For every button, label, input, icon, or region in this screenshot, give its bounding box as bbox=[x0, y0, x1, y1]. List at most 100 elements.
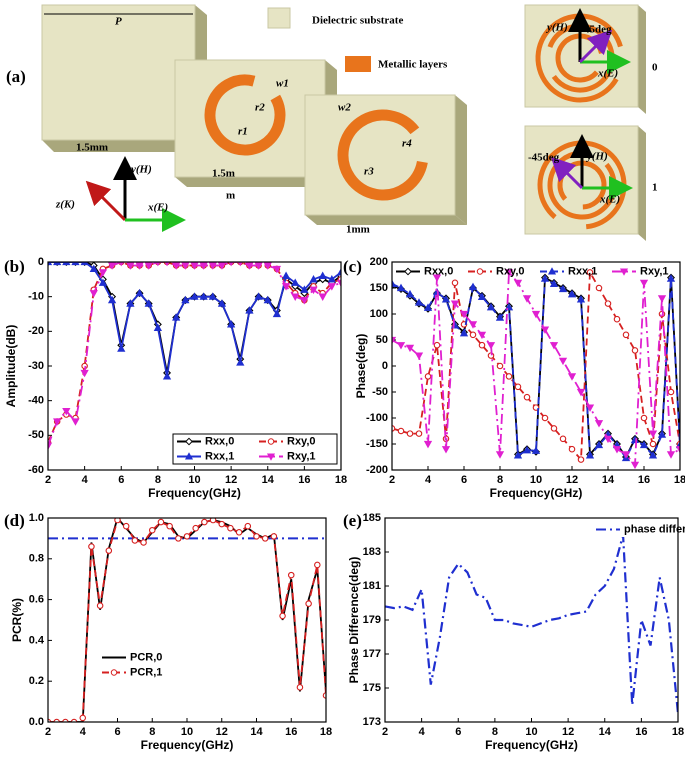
data-point bbox=[657, 295, 667, 303]
data-point bbox=[300, 285, 309, 293]
data-point bbox=[281, 271, 291, 279]
x-axis-title: Frequency(GHz) bbox=[148, 486, 241, 500]
data-point bbox=[392, 336, 397, 345]
axis-label: x(E) bbox=[597, 68, 618, 80]
panel-a: (a) P 1.5mm w1 r2 r1 1.5m m w2 r4 r3 1mm… bbox=[6, 4, 658, 241]
legend-label: Rxy,0 bbox=[496, 265, 525, 277]
axis-label: y(H) bbox=[545, 22, 568, 34]
data-point bbox=[496, 362, 504, 370]
legend-marker bbox=[110, 669, 118, 676]
chart: (c) 2 4 6 8 10 12 14 16 18 -200 -150 -100 -50 0 50 100 15… bbox=[343, 256, 685, 500]
axis-label: x(E) bbox=[599, 194, 620, 206]
legend-box bbox=[592, 522, 674, 537]
data-point bbox=[531, 310, 541, 319]
data-point bbox=[263, 262, 272, 270]
data-point bbox=[218, 520, 226, 528]
x-tick-label: 16 bbox=[285, 726, 297, 738]
substrate-side bbox=[305, 215, 467, 225]
data-point bbox=[135, 288, 144, 297]
y-tick-label: 100 bbox=[370, 308, 388, 320]
data-point bbox=[314, 561, 321, 569]
x-tick-label: 6 bbox=[118, 474, 124, 486]
plot-frame bbox=[47, 517, 327, 723]
data-point bbox=[432, 274, 442, 282]
data-point bbox=[576, 388, 586, 397]
x-tick-label: 14 bbox=[250, 726, 263, 738]
y-tick-label: 1.0 bbox=[29, 512, 44, 524]
y-tick-label: -50 bbox=[28, 429, 44, 441]
data-point bbox=[254, 292, 263, 300]
x-axis-title: Frequency(GHz) bbox=[485, 738, 578, 752]
y-tick-label: -30 bbox=[28, 360, 44, 372]
data-point bbox=[414, 298, 424, 306]
data-point bbox=[459, 328, 469, 337]
plot-area bbox=[48, 518, 326, 722]
data-point bbox=[281, 283, 291, 291]
data-point bbox=[392, 425, 396, 432]
x-tick-label: 12 bbox=[562, 726, 574, 738]
y-tick-label: 0.0 bbox=[29, 716, 44, 728]
x-tick-label: 12 bbox=[216, 726, 228, 738]
data-point bbox=[245, 306, 254, 314]
data-point bbox=[550, 425, 558, 432]
y-tick-label: 150 bbox=[370, 282, 388, 294]
data-point bbox=[406, 430, 414, 437]
legend-label: Metallic layers bbox=[378, 59, 448, 71]
x-tick-label: 8 bbox=[497, 474, 503, 486]
data-point bbox=[392, 279, 397, 287]
data-point bbox=[181, 262, 190, 270]
data-point bbox=[166, 522, 173, 530]
x-tick-label: 10 bbox=[181, 726, 193, 738]
y-tick-label: 50 bbox=[376, 334, 388, 346]
data-point bbox=[181, 295, 190, 304]
legend-box bbox=[172, 433, 338, 465]
data-point bbox=[649, 440, 657, 448]
y-axis-title: Phase Difference(deg) bbox=[347, 557, 361, 684]
data-point bbox=[270, 533, 278, 540]
legend-marker bbox=[404, 267, 412, 276]
x-tick-label: 18 bbox=[335, 474, 347, 486]
panel-label: (d) bbox=[4, 511, 25, 530]
legend-box bbox=[98, 650, 180, 680]
series-line bbox=[48, 262, 341, 374]
data-point bbox=[217, 299, 227, 307]
y-tick-label: 185 bbox=[363, 512, 381, 524]
panel-label: (e) bbox=[343, 511, 362, 530]
data-point bbox=[318, 293, 327, 301]
data-point bbox=[48, 262, 53, 266]
x-tick-label: 16 bbox=[638, 474, 650, 486]
data-point bbox=[98, 269, 108, 277]
y-tick-label: 183 bbox=[363, 546, 381, 558]
y-tick-label: 0 bbox=[38, 256, 44, 268]
data-point bbox=[272, 265, 282, 274]
data-point bbox=[585, 451, 595, 459]
data-point bbox=[621, 451, 631, 459]
legend-label: Dielectric substrate bbox=[312, 15, 403, 27]
y-tick-label: -200 bbox=[366, 464, 388, 476]
data-point bbox=[131, 537, 139, 544]
x-tick-label: 4 bbox=[425, 474, 432, 486]
y-tick-label: -60 bbox=[28, 464, 44, 476]
data-point bbox=[540, 274, 550, 282]
legend-label: PCR,0 bbox=[130, 651, 162, 663]
data-point bbox=[477, 331, 487, 340]
axis-arrow bbox=[85, 180, 127, 222]
legend-marker bbox=[476, 268, 484, 275]
x-axis-title: Frequency(GHz) bbox=[490, 486, 583, 500]
x-tick-label: 4 bbox=[419, 726, 426, 738]
legend-label: Rxy,1 bbox=[640, 265, 669, 277]
y-tick-label: 0 bbox=[382, 360, 388, 372]
x-tick-label: 14 bbox=[599, 726, 612, 738]
data-point bbox=[208, 292, 217, 300]
data-point bbox=[424, 373, 432, 380]
x-tick-label: 2 bbox=[45, 474, 51, 486]
plot-area bbox=[392, 269, 680, 470]
panel-label: (a) bbox=[6, 67, 26, 86]
ring-label: r2 bbox=[255, 102, 265, 114]
data-point bbox=[549, 342, 559, 350]
data-point bbox=[568, 445, 576, 453]
angle-label: -45deg bbox=[528, 152, 560, 164]
data-point bbox=[441, 446, 451, 454]
data-point bbox=[396, 283, 406, 292]
data-point bbox=[148, 526, 156, 534]
